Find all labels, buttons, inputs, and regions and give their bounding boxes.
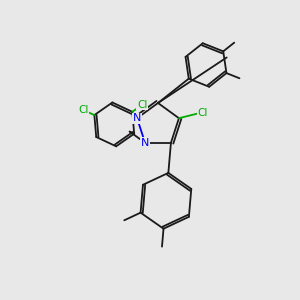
- Text: Cl: Cl: [137, 100, 147, 110]
- Text: Cl: Cl: [198, 108, 208, 118]
- Text: N: N: [141, 138, 149, 148]
- Text: N: N: [133, 113, 141, 123]
- Text: Cl: Cl: [78, 105, 89, 115]
